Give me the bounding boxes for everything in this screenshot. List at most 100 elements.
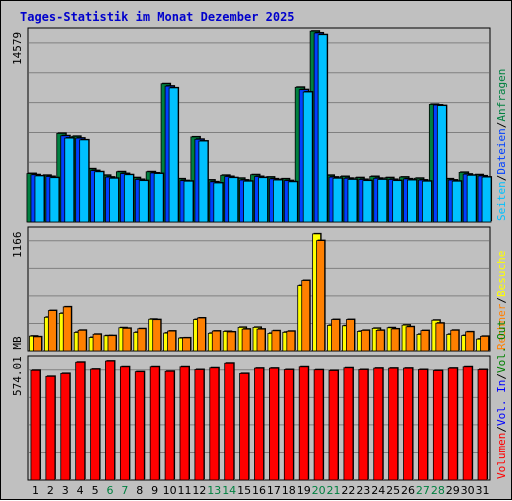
bar-seiten-22 bbox=[347, 179, 358, 223]
chart-title: Tages-Statistik im Monat Dezember 2025 bbox=[20, 10, 295, 24]
bar-rechner-10 bbox=[167, 330, 176, 352]
x-label-15: 15 bbox=[237, 484, 251, 497]
legend-anfragen: Anfragen bbox=[495, 69, 508, 122]
bar-volumen-29 bbox=[447, 367, 458, 481]
bar-volumen-26 bbox=[403, 367, 413, 481]
bar-volumen-25 bbox=[388, 367, 399, 481]
bar-volumen-19 bbox=[298, 366, 309, 481]
plot-area bbox=[27, 226, 491, 352]
bar-seiten-29 bbox=[451, 180, 462, 223]
x-axis-labels: 1 2 3 4 5 6 7 8 9 10 11 12 13 14 15 16 17 18 19 20 21 22 23 24 2… bbox=[32, 484, 490, 497]
bar-seiten-16 bbox=[258, 177, 268, 223]
bar-volumen-31 bbox=[477, 369, 488, 481]
bar-rechner-28 bbox=[435, 322, 445, 352]
x-label-27: 27 bbox=[416, 484, 430, 497]
bar-seiten-18 bbox=[287, 181, 298, 223]
bar-volumen-20 bbox=[313, 369, 324, 481]
y-max-label-volume: 574.01 MB bbox=[11, 336, 24, 396]
bar-seiten-27 bbox=[422, 180, 432, 223]
bar-rechner-6 bbox=[107, 335, 117, 352]
legend-separator: / bbox=[495, 122, 508, 129]
panel-hits bbox=[26, 27, 493, 223]
x-label-11: 11 bbox=[177, 484, 191, 497]
bar-rechner-25 bbox=[390, 328, 400, 352]
bar-volumen-21 bbox=[328, 370, 339, 481]
bar-seiten-28 bbox=[436, 105, 447, 223]
x-label-10: 10 bbox=[163, 484, 177, 497]
x-label-22: 22 bbox=[341, 484, 355, 497]
bar-volumen-12 bbox=[194, 369, 205, 481]
panel-volume bbox=[27, 355, 491, 481]
bar-rechner-13 bbox=[211, 330, 221, 352]
x-label-14: 14 bbox=[222, 484, 236, 497]
bar-rechner-27 bbox=[420, 330, 430, 352]
bar-rechner-9 bbox=[152, 319, 162, 352]
bar-volumen-28 bbox=[432, 370, 443, 481]
bar-seiten-30 bbox=[466, 174, 477, 223]
bar-rechner-23 bbox=[360, 330, 370, 352]
x-label-8: 8 bbox=[136, 484, 143, 497]
bar-seiten-3 bbox=[64, 137, 75, 223]
bar-seiten-7 bbox=[123, 174, 134, 223]
bar-seiten-24 bbox=[377, 179, 388, 223]
bar-rechner-22 bbox=[346, 319, 355, 352]
x-label-26: 26 bbox=[401, 484, 415, 497]
y-max-label-hits: 14579 bbox=[11, 32, 24, 65]
bar-volumen-13 bbox=[209, 367, 220, 481]
x-label-7: 7 bbox=[121, 484, 128, 497]
x-label-13: 13 bbox=[207, 484, 221, 497]
bar-seiten-9 bbox=[153, 173, 164, 223]
bar-rechner-5 bbox=[92, 333, 102, 352]
bar-rechner-18 bbox=[286, 330, 296, 352]
bar-seiten-2 bbox=[49, 177, 60, 223]
bar-rechner-2 bbox=[47, 310, 57, 352]
bar-seiten-11 bbox=[183, 180, 194, 223]
bar-volumen-23 bbox=[358, 369, 369, 481]
bar-seiten-14 bbox=[228, 177, 239, 223]
x-label-16: 16 bbox=[252, 484, 266, 497]
bar-seiten-10 bbox=[168, 87, 179, 223]
bar-volumen-8 bbox=[134, 371, 145, 481]
bar-rechner-3 bbox=[62, 306, 72, 352]
legend-separator: / bbox=[495, 297, 508, 304]
bar-volumen-16 bbox=[254, 367, 264, 481]
bar-rechner-7 bbox=[122, 327, 132, 352]
bar-rechner-31 bbox=[480, 335, 489, 352]
bar-seiten-4 bbox=[79, 139, 90, 223]
bar-volumen-17 bbox=[269, 367, 279, 481]
legend-vol-out: Vol. Out bbox=[495, 320, 508, 373]
x-label-18: 18 bbox=[282, 484, 296, 497]
bar-volumen-3 bbox=[60, 373, 71, 481]
bar-seiten-31 bbox=[481, 176, 492, 223]
bar-rechner-17 bbox=[271, 330, 281, 352]
x-label-5: 5 bbox=[92, 484, 99, 497]
bar-volumen-24 bbox=[373, 367, 384, 481]
x-label-19: 19 bbox=[297, 484, 311, 497]
bar-rechner-21 bbox=[331, 319, 340, 352]
bar-seiten-12 bbox=[198, 140, 209, 223]
bar-rechner-30 bbox=[465, 331, 475, 352]
legend-volumen: Volumen bbox=[495, 433, 508, 479]
x-label-4: 4 bbox=[77, 484, 84, 497]
bar-volumen-27 bbox=[418, 369, 428, 481]
x-label-6: 6 bbox=[106, 484, 113, 497]
x-label-9: 9 bbox=[151, 484, 158, 497]
legend-vol-in: Vol. In bbox=[495, 380, 508, 426]
legend-top: Seiten/Dateien/Anfragen bbox=[495, 69, 508, 221]
x-label-20: 20 bbox=[312, 484, 326, 497]
bar-seiten-1 bbox=[34, 175, 45, 223]
bar-volumen-1 bbox=[30, 369, 41, 481]
bar-seiten-13 bbox=[213, 182, 224, 223]
legend-bottom: Volumen/Vol. In/Vol. Out bbox=[495, 320, 508, 479]
bar-volumen-7 bbox=[119, 366, 130, 481]
bar-rechner-24 bbox=[375, 330, 385, 352]
bar-rechner-16 bbox=[256, 328, 266, 352]
x-label-17: 17 bbox=[267, 484, 281, 497]
legend-separator: / bbox=[495, 426, 508, 433]
bar-seiten-23 bbox=[362, 180, 373, 223]
bar-volumen-15 bbox=[239, 373, 249, 481]
bar-rechner-11 bbox=[182, 337, 191, 352]
x-label-12: 12 bbox=[192, 484, 206, 497]
legend-besuche: Besuche bbox=[495, 251, 508, 297]
